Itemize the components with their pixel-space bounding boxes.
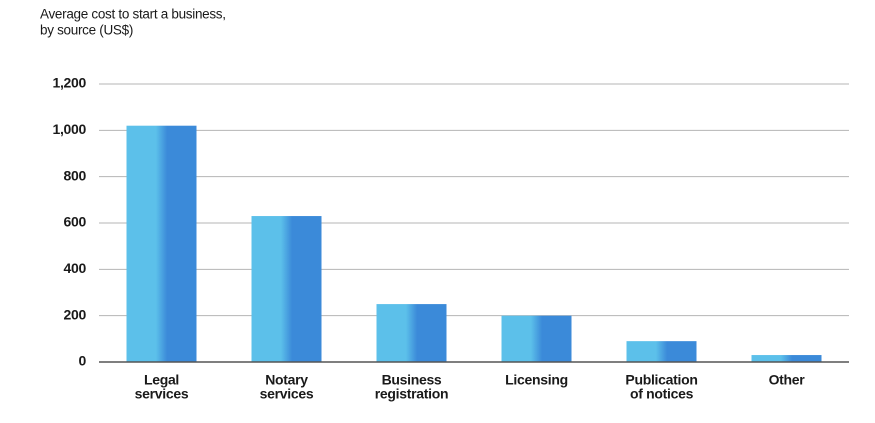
- y-tick-label: 200: [64, 306, 87, 322]
- y-tick-label: 1,000: [52, 121, 86, 137]
- x-tick-label: Publication: [625, 372, 697, 388]
- y-tick-label: 1,200: [52, 75, 86, 91]
- chart-title: Average cost to start a business,: [40, 7, 226, 22]
- bar: [501, 315, 572, 362]
- x-tick-label: Licensing: [505, 372, 568, 388]
- x-tick-label: Business: [382, 372, 442, 388]
- x-tick-label: services: [260, 386, 314, 402]
- y-tick-label: 600: [64, 214, 87, 230]
- bar: [626, 341, 697, 362]
- y-tick-label: 0: [79, 353, 87, 369]
- x-tick-label: services: [135, 386, 189, 402]
- bar: [376, 304, 447, 362]
- x-tick-label: Legal: [144, 372, 179, 388]
- y-tick-label: 400: [64, 260, 87, 276]
- chart-title: by source (US$): [40, 23, 133, 38]
- x-tick-label: Notary: [265, 372, 308, 388]
- x-tick-label: Other: [769, 372, 806, 388]
- bar: [126, 125, 197, 362]
- x-tick-label: registration: [375, 386, 448, 402]
- bar: [251, 216, 322, 362]
- y-tick-label: 800: [64, 167, 87, 183]
- bar: [751, 355, 822, 362]
- x-tick-label: of notices: [630, 386, 694, 402]
